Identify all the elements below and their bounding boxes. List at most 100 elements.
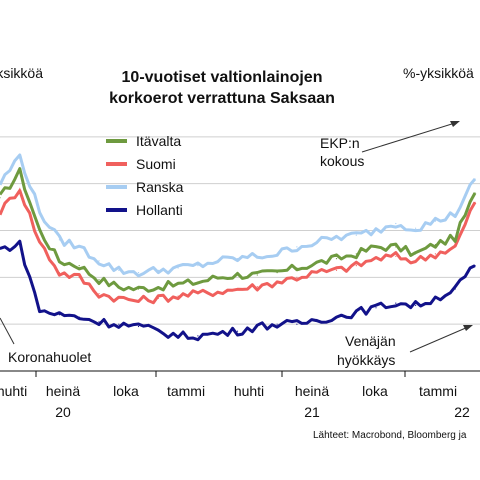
point-suomi-8 <box>157 297 159 299</box>
point-itävalta-19 <box>375 246 377 248</box>
point-suomi-5 <box>98 293 100 295</box>
point-itävalta-10 <box>197 281 199 283</box>
point-hollanti-24 <box>474 265 476 267</box>
point-ranska-3 <box>58 239 61 241</box>
x-tick-label-2: loka <box>113 383 139 399</box>
point-ranska-16 <box>316 241 318 243</box>
annotation-ekp-line-1: EKP:n <box>320 135 360 151</box>
point-suomi-0 <box>0 211 1 213</box>
point-ranska-14 <box>276 253 278 255</box>
point-ranska-23 <box>454 213 456 215</box>
point-suomi-9 <box>177 295 179 297</box>
point-suomi-1 <box>19 187 21 189</box>
annotation-ekp-arrow <box>361 122 456 153</box>
point-ranska-17 <box>335 236 338 239</box>
annotation-ekp-line-2: kokous <box>320 153 364 169</box>
unit-label-left: %-yksikköä <box>0 65 43 81</box>
x-year-label-2: 22 <box>454 404 470 420</box>
point-itävalta-18 <box>355 253 357 255</box>
point-itävalta-24 <box>474 192 476 194</box>
point-hollanti-1 <box>19 243 21 246</box>
point-suomi-3 <box>58 272 61 274</box>
point-ranska-24 <box>474 178 476 180</box>
point-hollanti-3 <box>58 314 61 316</box>
point-hollanti-9 <box>177 335 179 337</box>
chart-title-line-2: korkoerot verrattuna Saksaan <box>109 90 335 107</box>
point-ranska-10 <box>197 265 199 267</box>
series-line-ranska <box>0 153 477 278</box>
point-hollanti-15 <box>296 323 298 325</box>
annotation-venaja-arrowhead <box>463 325 473 331</box>
point-itävalta-20 <box>395 246 397 248</box>
point-itävalta-8 <box>157 286 159 288</box>
point-suomi-4 <box>78 276 80 278</box>
annotation-koronahuolet-label: Koronahuolet <box>8 349 91 365</box>
point-ranska-19 <box>375 229 377 232</box>
chart-title-line-1: 10-vuotiset valtionlainojen <box>122 69 323 86</box>
point-suomi-10 <box>197 293 199 295</box>
point-ranska-18 <box>355 234 357 236</box>
point-itävalta-4 <box>78 265 80 267</box>
point-suomi-22 <box>434 253 436 255</box>
source-note: Lähteet: Macrobond, Bloomberg ja <box>313 430 467 441</box>
point-suomi-14 <box>276 281 278 283</box>
legend-label-ranska: Ranska <box>136 179 184 195</box>
point-itävalta-14 <box>276 272 278 274</box>
point-itävalta-6 <box>118 286 120 288</box>
point-suomi-16 <box>316 272 318 274</box>
legend-label-hollanti: Hollanti <box>136 202 183 218</box>
point-suomi-2 <box>39 241 41 243</box>
point-itävalta-12 <box>236 274 239 276</box>
point-hollanti-20 <box>395 302 397 304</box>
annotation-ekp-arrowhead <box>450 121 460 127</box>
x-axis-ticks: huhti heinä loka tammi huhti heinä loka tammi 20… <box>0 371 470 420</box>
point-ranska-9 <box>177 267 179 269</box>
point-ranska-22 <box>434 220 436 222</box>
point-itävalta-23 <box>454 236 456 239</box>
point-suomi-11 <box>217 290 219 292</box>
annotation-venaja: Venäjän hyökkäys <box>337 325 473 368</box>
point-itävalta-0 <box>0 197 1 199</box>
point-itävalta-5 <box>98 279 100 281</box>
point-itävalta-21 <box>415 253 417 255</box>
point-ranska-6 <box>118 269 120 271</box>
series-lines <box>0 153 477 342</box>
point-ranska-21 <box>415 227 417 229</box>
point-hollanti-5 <box>98 321 100 323</box>
point-suomi-20 <box>395 255 397 257</box>
point-suomi-23 <box>454 246 456 248</box>
point-hollanti-7 <box>137 325 140 328</box>
point-suomi-7 <box>137 300 140 302</box>
point-ranska-8 <box>157 269 159 271</box>
point-hollanti-12 <box>236 330 239 332</box>
annotation-koronahuolet-pointer <box>0 317 15 345</box>
point-hollanti-11 <box>217 332 219 335</box>
legend-item-hollanti: Hollanti <box>106 202 183 218</box>
point-hollanti-4 <box>78 316 80 318</box>
point-ranska-15 <box>296 246 298 248</box>
x-tick-label-4: huhti <box>234 383 264 399</box>
point-suomi-17 <box>335 269 338 271</box>
point-suomi-13 <box>256 286 258 288</box>
point-itävalta-7 <box>137 288 140 290</box>
point-suomi-6 <box>118 297 120 299</box>
point-hollanti-16 <box>316 318 318 321</box>
point-ranska-1 <box>19 155 21 157</box>
point-hollanti-6 <box>118 323 120 325</box>
point-ranska-5 <box>98 260 100 262</box>
point-itävalta-22 <box>434 243 436 246</box>
point-suomi-19 <box>375 258 377 260</box>
point-ranska-0 <box>0 183 1 185</box>
point-ranska-12 <box>236 258 239 260</box>
point-suomi-15 <box>296 276 298 278</box>
x-tick-label-3: tammi <box>167 383 205 399</box>
point-suomi-24 <box>474 201 476 203</box>
point-itävalta-3 <box>58 260 61 262</box>
point-hollanti-10 <box>197 335 199 337</box>
point-hollanti-18 <box>355 311 357 314</box>
series-line-hollanti <box>0 239 476 342</box>
point-ranska-20 <box>395 222 397 225</box>
point-ranska-7 <box>137 272 140 274</box>
point-hollanti-23 <box>454 288 456 290</box>
